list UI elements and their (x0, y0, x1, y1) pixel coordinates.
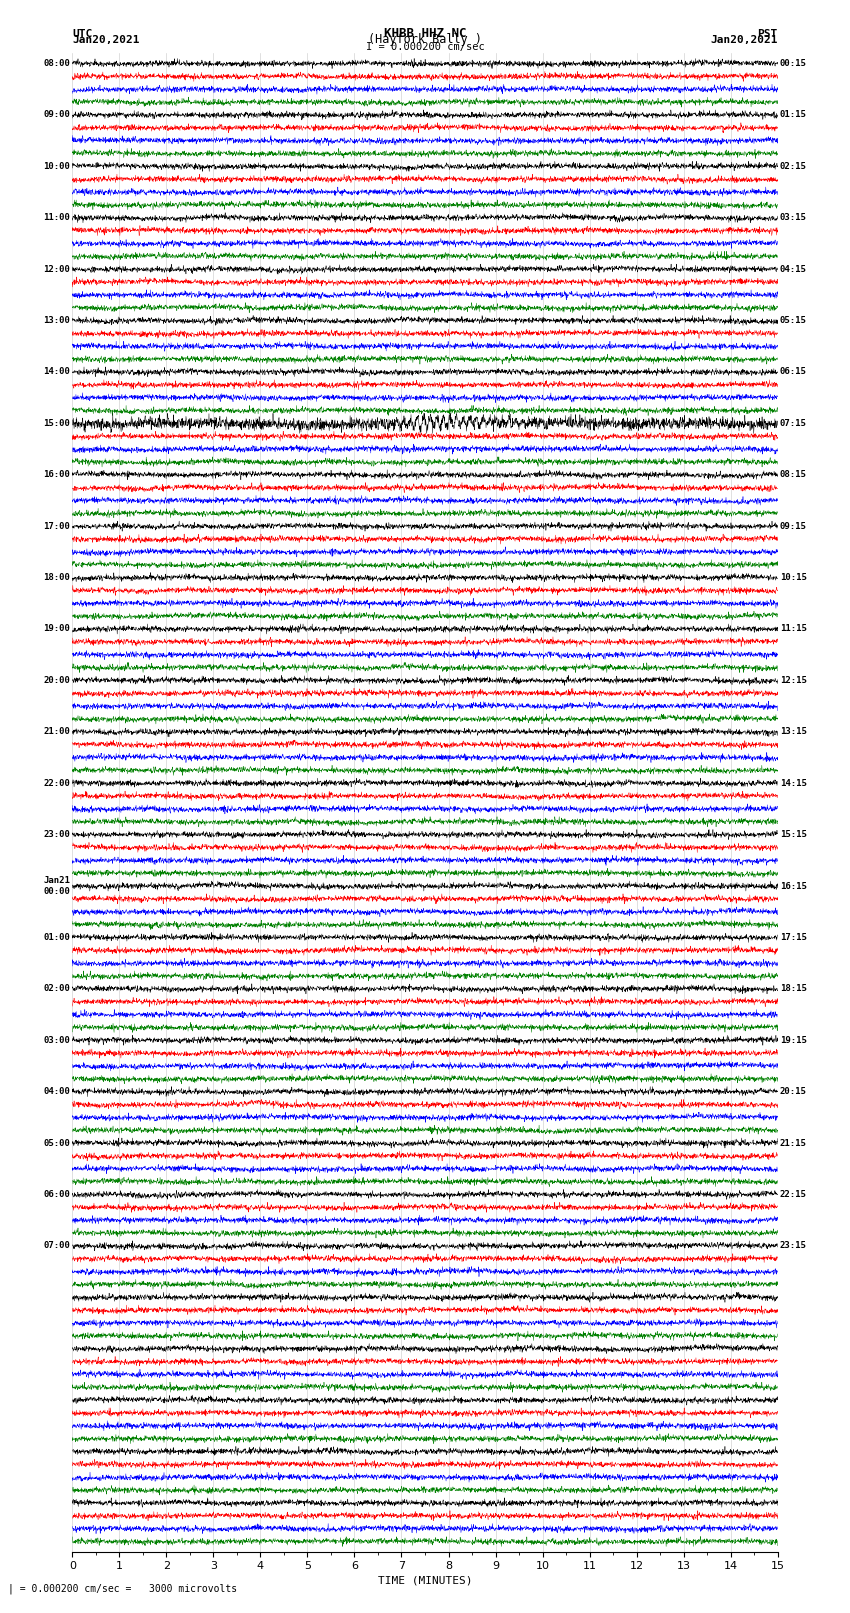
Text: Jan21
00:00: Jan21 00:00 (43, 876, 71, 895)
Text: 19:00: 19:00 (43, 624, 71, 634)
Text: PST: PST (757, 29, 778, 39)
Text: 06:00: 06:00 (43, 1190, 71, 1198)
Text: 05:15: 05:15 (779, 316, 807, 326)
Text: KHBB HHZ NC: KHBB HHZ NC (383, 26, 467, 39)
Text: 06:15: 06:15 (779, 368, 807, 376)
Text: 14:15: 14:15 (779, 779, 807, 787)
Text: 15:00: 15:00 (43, 419, 71, 427)
Text: 19:15: 19:15 (779, 1036, 807, 1045)
Text: UTC: UTC (72, 29, 93, 39)
Text: | = 0.000200 cm/sec =   3000 microvolts: | = 0.000200 cm/sec = 3000 microvolts (8, 1582, 238, 1594)
Text: 08:15: 08:15 (779, 471, 807, 479)
Text: 09:00: 09:00 (43, 110, 71, 119)
Text: 04:00: 04:00 (43, 1087, 71, 1097)
Text: 02:15: 02:15 (779, 161, 807, 171)
Text: 18:00: 18:00 (43, 573, 71, 582)
Text: 12:15: 12:15 (779, 676, 807, 686)
Text: 05:00: 05:00 (43, 1139, 71, 1147)
Text: 17:15: 17:15 (779, 932, 807, 942)
Text: 11:15: 11:15 (779, 624, 807, 634)
Text: 12:00: 12:00 (43, 265, 71, 274)
Text: 21:00: 21:00 (43, 727, 71, 736)
Text: 20:15: 20:15 (779, 1087, 807, 1097)
Text: 16:00: 16:00 (43, 471, 71, 479)
Text: 03:00: 03:00 (43, 1036, 71, 1045)
Text: 04:15: 04:15 (779, 265, 807, 274)
Text: 15:15: 15:15 (779, 831, 807, 839)
Text: 01:15: 01:15 (779, 110, 807, 119)
Text: I = 0.000200 cm/sec: I = 0.000200 cm/sec (366, 42, 484, 52)
Text: 10:00: 10:00 (43, 161, 71, 171)
Text: 20:00: 20:00 (43, 676, 71, 686)
Text: 07:15: 07:15 (779, 419, 807, 427)
Text: 08:00: 08:00 (43, 60, 71, 68)
Text: 22:00: 22:00 (43, 779, 71, 787)
Text: 21:15: 21:15 (779, 1139, 807, 1147)
Text: (Hayfork Bally ): (Hayfork Bally ) (368, 32, 482, 45)
Text: 11:00: 11:00 (43, 213, 71, 223)
Text: 03:15: 03:15 (779, 213, 807, 223)
Text: 13:15: 13:15 (779, 727, 807, 736)
Text: 23:15: 23:15 (779, 1242, 807, 1250)
Text: 18:15: 18:15 (779, 984, 807, 994)
Text: 02:00: 02:00 (43, 984, 71, 994)
Text: 22:15: 22:15 (779, 1190, 807, 1198)
Text: 10:15: 10:15 (779, 573, 807, 582)
Text: Jan20,2021: Jan20,2021 (711, 35, 778, 45)
Text: 07:00: 07:00 (43, 1242, 71, 1250)
Text: 09:15: 09:15 (779, 521, 807, 531)
Text: 13:00: 13:00 (43, 316, 71, 326)
Text: 17:00: 17:00 (43, 521, 71, 531)
Text: 16:15: 16:15 (779, 881, 807, 890)
Text: 00:15: 00:15 (779, 60, 807, 68)
Text: Jan20,2021: Jan20,2021 (72, 35, 139, 45)
Text: 01:00: 01:00 (43, 932, 71, 942)
X-axis label: TIME (MINUTES): TIME (MINUTES) (377, 1576, 473, 1586)
Text: 23:00: 23:00 (43, 831, 71, 839)
Text: 14:00: 14:00 (43, 368, 71, 376)
